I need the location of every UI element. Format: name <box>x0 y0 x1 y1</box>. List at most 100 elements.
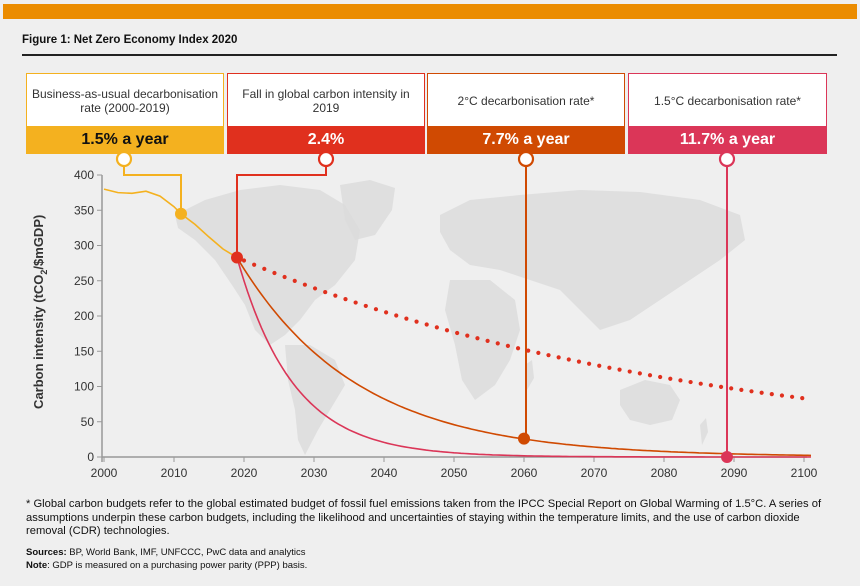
callout-anchor-circle <box>317 150 335 168</box>
y-tick-label: 300 <box>74 239 94 253</box>
series-2019-rate-dot <box>526 348 531 353</box>
card-description: 2°C decarbonisation rate* <box>457 94 595 108</box>
series-2019-rate-dot <box>597 363 602 368</box>
series-2019-rate-dot <box>698 381 703 386</box>
series-2019-rate-dot <box>312 286 318 291</box>
series-2019-rate-dot <box>282 274 287 280</box>
x-tick-label: 2090 <box>721 466 748 480</box>
map-new-zealand <box>700 418 708 445</box>
series-2019-rate-dot <box>252 262 257 267</box>
series-2019-rate-dot <box>414 319 419 324</box>
y-tick-label: 350 <box>74 203 94 217</box>
x-tick-label: 2040 <box>371 466 398 480</box>
series-2019-rate-dot <box>729 386 734 391</box>
data-marker <box>231 251 243 264</box>
series-2019-rate-dot <box>769 392 774 397</box>
series-2019-rate-dot <box>505 343 510 348</box>
series-2019-rate-dot <box>292 278 297 283</box>
card-2c-rate: 2°C decarbonisation rate* 7.7% a year <box>427 73 625 154</box>
series-2019-rate-dot <box>800 396 805 401</box>
series-2019-rate-dot <box>759 390 764 395</box>
series-2019-rate-dot <box>495 341 500 346</box>
series-2019-rate-dot <box>424 322 429 327</box>
series-2019-rate-dot <box>647 373 653 378</box>
data-marker <box>518 432 530 445</box>
map-south-america <box>285 345 345 455</box>
series-2019-rate-dot <box>323 289 328 295</box>
callout-leaders <box>115 150 736 457</box>
note-line: Note: GDP is measured on a purchasing po… <box>26 560 307 571</box>
series-2019-rate-dot <box>394 313 399 318</box>
series-2019-rate-dot <box>444 328 450 333</box>
y-tick-label: 200 <box>74 309 94 323</box>
series-2019-rate-dot <box>262 266 267 272</box>
x-tick-label: 2070 <box>581 466 608 480</box>
x-tick-label: 2060 <box>511 466 538 480</box>
card-description: Fall in global carbon intensity in 2019 <box>242 87 410 115</box>
sources-label: Sources: <box>26 547 67 558</box>
note-text: : GDP is measured on a purchasing power … <box>47 560 308 571</box>
series-2019-rate-dot <box>668 376 673 381</box>
series-2019-rate-dot <box>363 303 368 309</box>
y-tick-label: 0 <box>87 450 94 464</box>
series-2019-rate-dot <box>373 307 379 312</box>
series-2019-rate-dot <box>739 387 744 392</box>
x-tick-label: 2020 <box>231 466 258 480</box>
world-map-background <box>175 180 745 455</box>
y-tick-label: 150 <box>74 344 94 358</box>
y-tick-label: 50 <box>81 415 95 429</box>
map-australia <box>620 380 680 425</box>
series-2019-rate-dot <box>708 383 714 388</box>
series-2019-rate-dot <box>272 270 277 276</box>
series-2019-rate-dot <box>241 258 247 263</box>
y-axis-label: Carbon intensity (tCO2/$mGDP) <box>31 214 49 409</box>
axes: 0 50 100 150 200 250 300 350 400 2000 2010 2020 2030… <box>74 168 818 480</box>
x-tick-label: 2100 <box>791 466 818 480</box>
series-2019-rate-dot <box>485 338 490 343</box>
series-2019-rate-dot <box>343 297 348 302</box>
series-2019-rate-dot <box>333 293 338 298</box>
series-2019-rate-dot <box>779 393 785 398</box>
series-2019-rate-dot <box>688 379 693 385</box>
sources-text: BP, World Bank, IMF, UNFCCC, PwC data an… <box>66 547 306 558</box>
series-2019-rate-dot <box>566 357 571 362</box>
series-2019-rate-dot <box>627 369 632 374</box>
x-tick-label: 2030 <box>301 466 328 480</box>
series-2019-rate-dot <box>617 367 622 372</box>
title-divider <box>22 54 837 56</box>
series-2019-rate-dot <box>658 374 663 380</box>
data-marker <box>721 451 733 463</box>
data-marker <box>175 207 187 220</box>
series-2019-rate-dot <box>536 350 541 356</box>
x-tick-label: 2080 <box>651 466 678 480</box>
series-2019-rate-dot <box>353 300 358 305</box>
x-tick-label: 2010 <box>161 466 188 480</box>
series-1-5c-line <box>236 257 811 458</box>
note-label: Note <box>26 560 48 571</box>
series-2019-rate-dot <box>607 365 612 370</box>
series-historical-line <box>103 188 238 259</box>
series-2019-rate-dot <box>302 282 307 287</box>
card-description: Business-as-usual decarbonisation rate (… <box>31 87 219 115</box>
series-2019-rate-dot <box>718 384 724 389</box>
series-2019-rate-dot <box>546 353 551 358</box>
series-2019-rate-dot <box>384 310 389 315</box>
card-1-5c-rate: 1.5°C decarbonisation rate* 11.7% a year <box>628 73 827 154</box>
figure-title: Figure 1: Net Zero Economy Index 2020 <box>22 34 238 46</box>
footnote: * Global carbon budgets refer to the glo… <box>26 498 822 537</box>
series-2019-rate-dot <box>637 371 642 376</box>
series-2019-rate-dot <box>678 378 683 383</box>
map-africa <box>445 280 520 400</box>
series-2019-rate-dot <box>587 361 592 366</box>
series-2019-rate-dot <box>475 336 480 341</box>
map-madagascar <box>525 360 534 390</box>
x-tick-label: 2050 <box>441 466 468 480</box>
y-tick-label: 400 <box>74 168 94 182</box>
series-2019-rate-dot <box>576 359 582 364</box>
callout-anchor-circle <box>115 150 133 168</box>
series-2019-rate-dot <box>434 325 439 330</box>
card-value: 1.5% a year <box>27 126 223 153</box>
card-value: 11.7% a year <box>629 126 826 153</box>
x-tick-label: 2000 <box>91 466 118 480</box>
